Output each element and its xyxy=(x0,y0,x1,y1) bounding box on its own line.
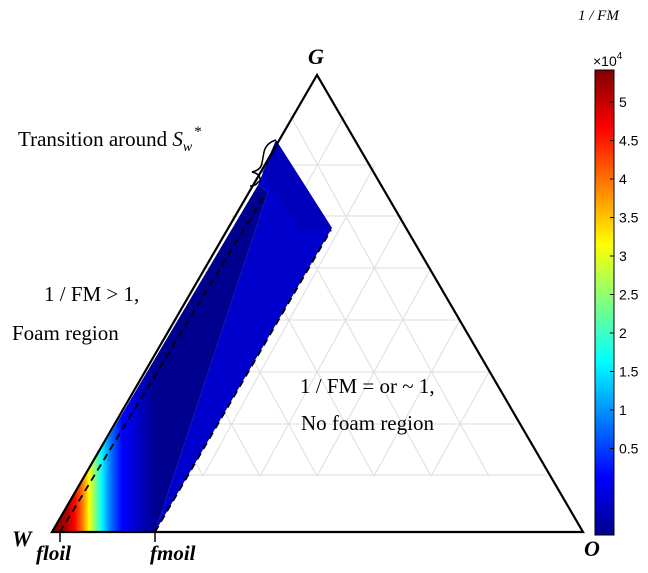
vertex-o-label: O xyxy=(584,536,600,561)
fmoil-label: fmoil xyxy=(150,541,196,565)
colorbar-tick-label: 1.5 xyxy=(619,364,639,380)
sw-symbol: S xyxy=(172,127,183,151)
floil-dashed-line xyxy=(59,195,265,533)
colorbar-multiplier: ×104 xyxy=(593,51,623,69)
colorbar-tick-label: 2 xyxy=(619,325,627,341)
colorbar-tick-label: 5 xyxy=(619,94,627,110)
colorbar-title: 1 / FM xyxy=(578,8,620,24)
sw-subscript: w xyxy=(183,140,193,155)
colorbar-tick-label: 2.5 xyxy=(619,287,639,303)
transition-dark-top xyxy=(262,140,332,230)
colorbar-tick-label: 0.5 xyxy=(619,441,639,457)
colorbar-multiplier-base: ×10 xyxy=(593,53,617,69)
sw-superscript: * xyxy=(194,124,202,140)
transition-brace xyxy=(249,139,277,187)
colorbar-multiplier-exp: 4 xyxy=(617,51,623,62)
colorbar: 1 / FM ×104 54.543.532.521.510.5 xyxy=(578,8,639,536)
colorbar-ticks: 5 4.5 4 3.5 3 2.5 2 1.5 1 0.5 xyxy=(610,94,639,457)
foam-region-line2: Foam region xyxy=(12,321,119,345)
colorbar-tick-label: 4 xyxy=(619,171,627,187)
ternary-triangle xyxy=(50,72,585,534)
colorbar-tick-label: 3 xyxy=(619,248,627,264)
no-foam-region-line1: 1 / FM = or ~ 1, xyxy=(300,374,435,398)
foam-region-line1: 1 / FM > 1, xyxy=(44,282,139,306)
foam-region-band xyxy=(52,185,268,532)
floil-label: floil xyxy=(36,541,71,565)
transition-prefix: Transition around xyxy=(18,127,172,151)
transition-region xyxy=(155,140,332,532)
transition-annotation: Transition around Sw* xyxy=(18,124,202,155)
vertex-g-label: G xyxy=(308,44,324,69)
colorbar-tick-label: 3.5 xyxy=(619,210,639,226)
fmoil-dashed-line xyxy=(154,229,332,533)
no-foam-region-line2: No foam region xyxy=(301,411,434,435)
colorbar-gradient xyxy=(594,69,615,536)
vertex-w-label: W xyxy=(12,526,33,551)
colorbar-tick-label: 4.5 xyxy=(619,133,639,149)
colorbar-tick-label: 1 xyxy=(619,402,627,418)
